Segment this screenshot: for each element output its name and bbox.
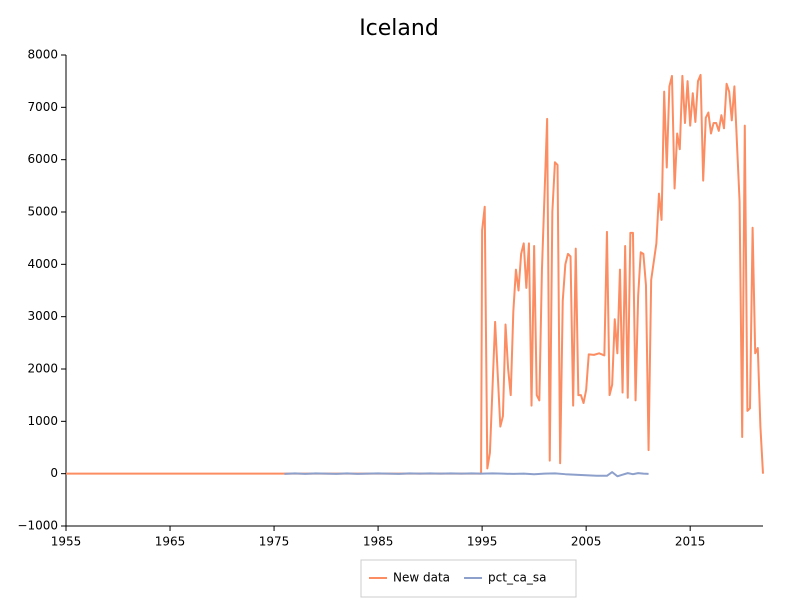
x-tick-label: 2015 — [675, 535, 706, 549]
y-tick-label: −1000 — [17, 519, 58, 533]
y-tick-label: 2000 — [27, 362, 58, 376]
y-tick-label: 8000 — [27, 48, 58, 62]
y-tick-label: 1000 — [27, 414, 58, 428]
x-tick-label: 1975 — [259, 535, 290, 549]
chart-title: Iceland — [359, 16, 439, 41]
legend-label: New data — [393, 571, 450, 585]
x-tick-label: 2005 — [571, 535, 602, 549]
y-tick-label: 3000 — [27, 309, 58, 323]
y-tick-label: 6000 — [27, 152, 58, 166]
data-line — [284, 471, 649, 478]
x-tick-label: 1965 — [155, 535, 186, 549]
y-tick-label: 4000 — [27, 257, 58, 271]
y-tick-label: 5000 — [27, 205, 58, 219]
x-tick-label: 1955 — [51, 535, 82, 549]
legend-label: pct_ca_sa — [488, 571, 546, 585]
y-tick-label: 0 — [50, 466, 58, 480]
y-tick-label: 7000 — [27, 100, 58, 114]
x-tick-label: 1985 — [363, 535, 394, 549]
x-tick-label: 1995 — [467, 535, 498, 549]
data-line — [66, 73, 764, 475]
